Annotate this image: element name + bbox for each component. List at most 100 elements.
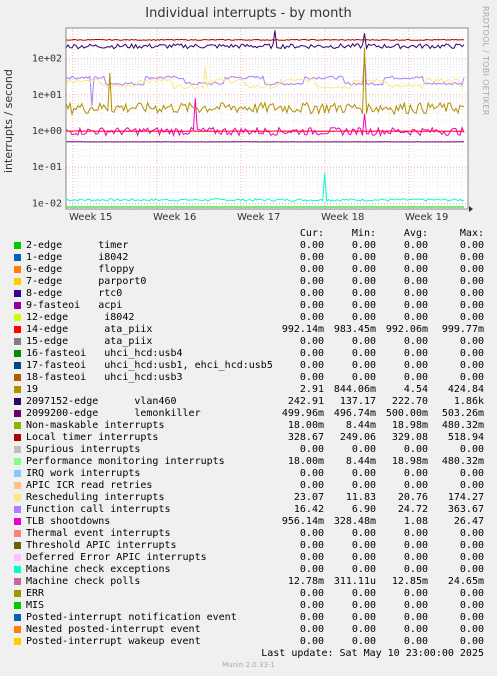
legend-swatch <box>14 434 21 441</box>
legend-value-avg: 24.72 <box>397 504 428 515</box>
legend-swatch <box>14 266 21 273</box>
legend-swatch <box>14 578 21 585</box>
legend-value-max: 518.94 <box>447 432 484 443</box>
legend-series-name: Posted-interrupt notification event <box>26 612 237 623</box>
legend-row: 19 2.91 844.06m 4.54 424.84 <box>0 384 497 396</box>
legend-value-cur: 328.67 <box>287 432 324 443</box>
x-tick-label: Week 19 <box>405 212 448 223</box>
legend-row: Local timer interrupts 328.67 249.06 329.08… <box>0 432 497 444</box>
y-tick-label: 1e+01 <box>32 90 62 101</box>
legend-value-max: 174.27 <box>447 492 484 503</box>
legend-swatch <box>14 290 21 297</box>
legend-series-name: Nested posted-interrupt event <box>26 624 201 635</box>
legend-value-min: 0.00 <box>351 288 376 299</box>
legend-value-max: 24.65m <box>447 576 484 587</box>
legend-swatch <box>14 458 21 465</box>
legend-row: APIC ICR read retries 0.00 0.00 0.00 0.00 <box>0 480 497 492</box>
legend-swatch <box>14 398 21 405</box>
legend-value-avg: 329.08 <box>391 432 428 443</box>
x-axis-arrow <box>469 206 473 212</box>
legend-value-cur: 0.00 <box>299 300 324 311</box>
legend-series-name: 9-fasteoi acpi <box>26 300 123 311</box>
legend-swatch <box>14 554 21 561</box>
legend-value-cur: 0.00 <box>299 348 324 359</box>
legend-row: 9-fasteoi acpi 0.00 0.00 0.00 0.00 <box>0 300 497 312</box>
legend-value-min: 11.83 <box>345 492 376 503</box>
legend-value-avg: 0.00 <box>403 564 428 575</box>
legend-value-min: 0.00 <box>351 624 376 635</box>
y-tick-label: 1e+02 <box>32 54 62 65</box>
legend-value-min: 0.00 <box>351 612 376 623</box>
chart-title: Individual interrupts - by month <box>145 6 352 21</box>
series-line <box>65 172 464 203</box>
legend-value-max: 0.00 <box>459 300 484 311</box>
legend-value-max: 0.00 <box>459 552 484 563</box>
series-line <box>65 66 465 90</box>
legend-series-name: ERR <box>26 588 45 599</box>
legend-value-cur: 0.00 <box>299 600 324 611</box>
legend-swatch <box>14 566 21 573</box>
legend-value-min: 0.00 <box>351 276 376 287</box>
legend-value-cur: 0.00 <box>299 528 324 539</box>
legend-row: Spurious interrupts 0.00 0.00 0.00 0.00 <box>0 444 497 456</box>
series-line <box>65 30 465 50</box>
legend-value-max: 0.00 <box>459 600 484 611</box>
legend-series-name: 8-edge rtc0 <box>26 288 123 299</box>
legend-row: ERR 0.00 0.00 0.00 0.00 <box>0 588 497 600</box>
legend-value-avg: 0.00 <box>403 264 428 275</box>
legend-value-max: 0.00 <box>459 612 484 623</box>
legend-row: 14-edge ata_piix 992.14m 983.45m 992.06m 999… <box>0 324 497 336</box>
legend-swatch <box>14 518 21 525</box>
legend-series-name: 19 <box>26 384 39 395</box>
legend-row: TLB shootdowns 956.14m 328.48m 1.08 26.47 <box>0 516 497 528</box>
y-tick-label: 1e+00 <box>32 126 62 137</box>
legend-value-max: 0.00 <box>459 636 484 647</box>
legend-value-min: 0.00 <box>351 636 376 647</box>
legend-swatch <box>14 482 21 489</box>
legend-value-cur: 0.00 <box>299 312 324 323</box>
legend-value-max: 0.00 <box>459 288 484 299</box>
legend-value-min: 8.44m <box>345 456 376 467</box>
x-tick-label: Week 15 <box>69 212 112 223</box>
legend-value-avg: 0.00 <box>403 528 428 539</box>
legend-value-min: 8.44m <box>345 420 376 431</box>
legend-swatch <box>14 278 21 285</box>
legend-value-avg: 0.00 <box>403 636 428 647</box>
legend-value-max: 0.00 <box>459 348 484 359</box>
legend-value-avg: 20.76 <box>397 492 428 503</box>
legend-row: 15-edge ata_piix 0.00 0.00 0.00 0.00 <box>0 336 497 348</box>
legend-series-name: 18-fasteoi uhci_hcd:usb3 <box>26 372 183 383</box>
legend-row: Thermal event interrupts 0.00 0.00 0.00 0.00 <box>0 528 497 540</box>
legend-value-min: 0.00 <box>351 528 376 539</box>
legend-value-cur: 956.14m <box>281 516 324 527</box>
legend-value-cur: 16.42 <box>293 504 324 515</box>
legend-value-cur: 0.00 <box>299 468 324 479</box>
legend-value-min: 0.00 <box>351 348 376 359</box>
legend-value-max: 1.86k <box>453 396 484 407</box>
x-tick-label: Week 16 <box>153 212 196 223</box>
legend-header-cur: Cur: <box>299 228 324 239</box>
legend-value-cur: 0.00 <box>299 252 324 263</box>
legend-series-name: IRQ work interrupts <box>26 468 141 479</box>
legend-value-min: 0.00 <box>351 372 376 383</box>
legend-value-min: 0.00 <box>351 240 376 251</box>
legend-value-avg: 0.00 <box>403 360 428 371</box>
legend-value-min: 0.00 <box>351 312 376 323</box>
legend-series-name: 17-fasteoi uhci_hcd:usb1, ehci_hcd:usb5 <box>26 360 273 371</box>
legend-value-cur: 0.00 <box>299 444 324 455</box>
legend-swatch <box>14 242 21 249</box>
legend-value-avg: 0.00 <box>403 540 428 551</box>
legend-row: MIS 0.00 0.00 0.00 0.00 <box>0 600 497 612</box>
legend-value-min: 0.00 <box>351 444 376 455</box>
legend-value-avg: 0.00 <box>403 480 428 491</box>
legend-value-max: 0.00 <box>459 444 484 455</box>
legend-value-max: 0.00 <box>459 528 484 539</box>
legend-value-avg: 500.00m <box>385 408 428 419</box>
plot-border <box>65 27 469 210</box>
legend-swatch <box>14 326 21 333</box>
legend-value-min: 137.17 <box>339 396 376 407</box>
legend-value-cur: 2.91 <box>299 384 324 395</box>
legend-value-min: 0.00 <box>351 300 376 311</box>
legend-value-max: 0.00 <box>459 276 484 287</box>
legend-row: IRQ work interrupts 0.00 0.00 0.00 0.00 <box>0 468 497 480</box>
